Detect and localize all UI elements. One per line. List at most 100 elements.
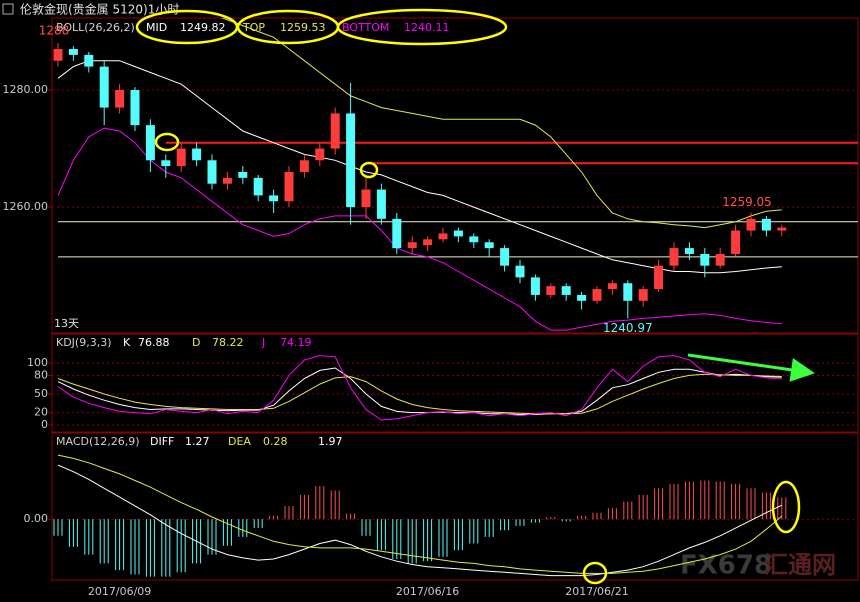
candle-body <box>484 242 494 249</box>
series-line <box>57 464 783 577</box>
legend-label: J <box>261 336 265 349</box>
legend-value: 0.28 <box>263 435 288 448</box>
candle-body <box>315 148 325 161</box>
y-tick-label: 0.00 <box>24 512 49 525</box>
candle-body <box>500 248 510 266</box>
high-label: 1288 <box>39 24 70 38</box>
candle-body <box>207 160 217 184</box>
candle-body <box>561 286 571 295</box>
y-tick-label: 0 <box>41 418 48 431</box>
legend-value: 1259.53 <box>280 21 326 34</box>
candle-body <box>53 49 63 61</box>
x-tick-label: 2017/06/16 <box>396 585 459 598</box>
boll-title: BOLL(26,26,2) <box>56 21 135 34</box>
lines <box>57 454 783 577</box>
candle-body <box>161 160 171 167</box>
candle-body <box>269 195 279 202</box>
legend-label: DEA <box>228 435 251 448</box>
candle-body <box>746 218 756 231</box>
watermark: 汇通网 <box>764 551 836 579</box>
candle-body <box>638 289 648 301</box>
candle-body <box>731 230 741 254</box>
series-line <box>57 355 782 421</box>
candle-body <box>469 236 479 243</box>
legend-label: TOP <box>242 21 265 34</box>
candle-body <box>176 148 186 167</box>
candle-body <box>684 248 694 254</box>
candle-body <box>115 90 125 108</box>
candle-body <box>238 171 248 178</box>
y-tick-label: 80 <box>34 368 48 381</box>
series-line <box>57 127 782 331</box>
x-tick-label: 2017/06/21 <box>565 585 628 598</box>
candle-body <box>546 286 556 295</box>
legend-value: 1249.82 <box>180 21 226 34</box>
series-line <box>57 373 782 415</box>
series-line <box>57 367 782 415</box>
y-tick-label: 20 <box>34 406 48 419</box>
candle-body <box>222 177 232 184</box>
y-tick-label: 50 <box>34 387 48 400</box>
lines <box>57 355 782 421</box>
candle-body <box>530 277 540 295</box>
highlight <box>582 561 608 585</box>
candle-body <box>669 248 679 266</box>
legend-value: 74.19 <box>280 336 312 349</box>
candle-body <box>376 189 386 219</box>
y-tick-label: 1260.00 <box>3 200 49 213</box>
candle-body <box>253 177 263 196</box>
legend-label: K <box>123 336 131 349</box>
window-icon <box>2 3 14 15</box>
candle-body <box>284 171 294 202</box>
candle-body <box>715 253 725 266</box>
highlight <box>359 161 379 179</box>
candle-body <box>145 125 155 161</box>
candle-body <box>84 54 94 67</box>
highlight <box>154 132 180 152</box>
candle-body <box>330 113 340 149</box>
candle-body <box>346 113 356 208</box>
series-line <box>221 18 782 229</box>
candle-body <box>777 227 787 231</box>
highlight <box>771 480 801 534</box>
series-line <box>57 454 783 574</box>
candle-body <box>623 283 633 301</box>
period-label: 13天 <box>54 317 79 330</box>
legend-label: BOTTOM <box>342 21 389 34</box>
candle-body <box>423 239 433 246</box>
high-label: 1259.05 <box>722 195 772 209</box>
candle-body <box>407 242 417 249</box>
low-label: 1240.97 <box>603 321 653 335</box>
y-tick-label: 100 <box>27 356 48 369</box>
window-title: 伦敦金现(贵金属 5120)1小时 <box>20 2 179 17</box>
candle-body <box>654 265 664 290</box>
legend-label: DIFF <box>150 435 174 448</box>
legend-label: D <box>192 336 200 349</box>
candle-body <box>361 189 371 208</box>
candle-body <box>761 218 771 231</box>
highlight <box>336 8 508 46</box>
candle-body <box>130 90 140 126</box>
highlight-ellipses <box>135 8 801 585</box>
legend-value: 76.88 <box>138 336 170 349</box>
x-tick-label: 2017/06/09 <box>88 585 151 598</box>
kdj-title: KDJ(9,3,3) <box>56 336 112 349</box>
candle-body <box>392 218 402 249</box>
candle-body <box>592 289 602 301</box>
candle-body <box>299 160 309 172</box>
candle-body <box>438 233 448 240</box>
macd-title: MACD(12,26,9) <box>56 435 140 448</box>
legend-value: 78.22 <box>212 336 244 349</box>
legend-value: 1240.11 <box>404 21 450 34</box>
legend-label: MID <box>146 21 167 34</box>
candle-body <box>68 49 78 55</box>
legend-value: 1.27 <box>185 435 210 448</box>
candle-body <box>192 148 202 161</box>
candle-body <box>99 66 109 108</box>
watermark: FX678 <box>680 551 772 581</box>
legend-value: 1.97 <box>318 435 343 448</box>
candle-body <box>515 265 525 278</box>
candle-body <box>607 283 617 290</box>
y-tick-label: 1280.00 <box>3 83 49 96</box>
